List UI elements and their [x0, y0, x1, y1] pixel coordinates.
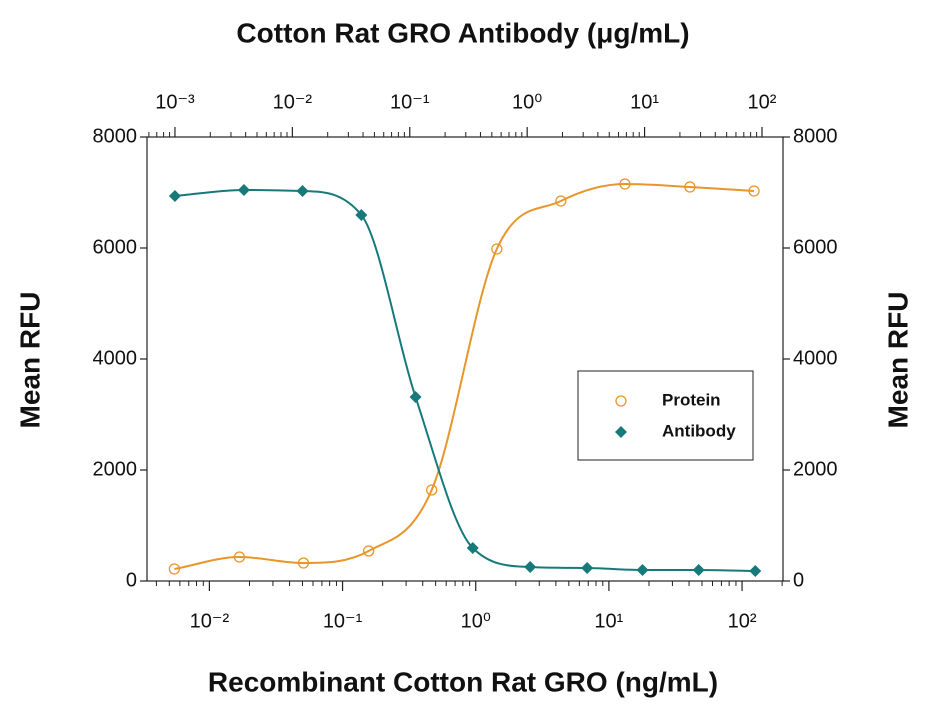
- x-tick-label: 10¹: [594, 610, 623, 632]
- data-point: [233, 551, 246, 563]
- data-point: [297, 557, 310, 569]
- legend-label: Antibody: [662, 421, 736, 440]
- data-point: [355, 208, 368, 221]
- x-tick-label: 10⁻¹: [323, 610, 363, 632]
- legend-marker: [615, 395, 627, 407]
- data-point: [692, 564, 705, 577]
- data-point: [748, 185, 760, 197]
- y-tick-label: 2000: [93, 458, 138, 480]
- series-line: [174, 183, 755, 570]
- x2-tick-label: 10⁻²: [273, 91, 313, 113]
- x-tick-label: 10⁻²: [190, 610, 230, 632]
- y-tick-label: 0: [126, 569, 137, 591]
- x-tick-label: 10⁰: [461, 610, 491, 632]
- y-tick-label: 0: [793, 569, 804, 591]
- x-tick-label: 10²: [728, 610, 757, 632]
- legend-marker: [615, 426, 627, 438]
- data-point: [524, 561, 537, 574]
- y2-axis-title: Mean RFU: [882, 292, 913, 429]
- y-tick-label: 8000: [793, 125, 838, 147]
- y-tick-label: 2000: [793, 458, 838, 480]
- data-point: [426, 484, 438, 496]
- legend-label: Protein: [662, 390, 721, 409]
- data-point: [168, 189, 181, 202]
- y-tick-label: 6000: [93, 236, 138, 258]
- chart-title: Cotton Rat GRO Antibody (μg/mL): [236, 17, 689, 48]
- data-point: [409, 391, 422, 404]
- data-point: [491, 243, 503, 255]
- data-point: [466, 541, 479, 554]
- data-point: [619, 178, 631, 190]
- x2-tick-label: 10⁰: [512, 91, 542, 113]
- x-axis-title: Recombinant Cotton Rat GRO (ng/mL): [208, 666, 718, 697]
- data-point: [684, 181, 696, 193]
- y-tick-label: 8000: [93, 125, 138, 147]
- y-axis-title: Mean RFU: [14, 292, 45, 429]
- x2-tick-label: 10¹: [630, 91, 659, 113]
- legend-box: [577, 370, 754, 461]
- y-tick-label: 6000: [793, 236, 838, 258]
- x2-tick-label: 10⁻³: [155, 91, 195, 113]
- data-point: [296, 185, 309, 198]
- y-tick-label: 4000: [93, 347, 138, 369]
- data-point: [581, 562, 594, 575]
- data-point: [749, 565, 762, 578]
- y-tick-label: 4000: [793, 347, 838, 369]
- data-point: [555, 195, 567, 207]
- data-point: [237, 184, 250, 197]
- data-point: [168, 563, 181, 575]
- x2-tick-label: 10²: [748, 91, 777, 113]
- plot-frame: [146, 136, 784, 582]
- data-point: [636, 564, 649, 577]
- x2-tick-label: 10⁻¹: [390, 91, 430, 113]
- data-point: [362, 545, 375, 557]
